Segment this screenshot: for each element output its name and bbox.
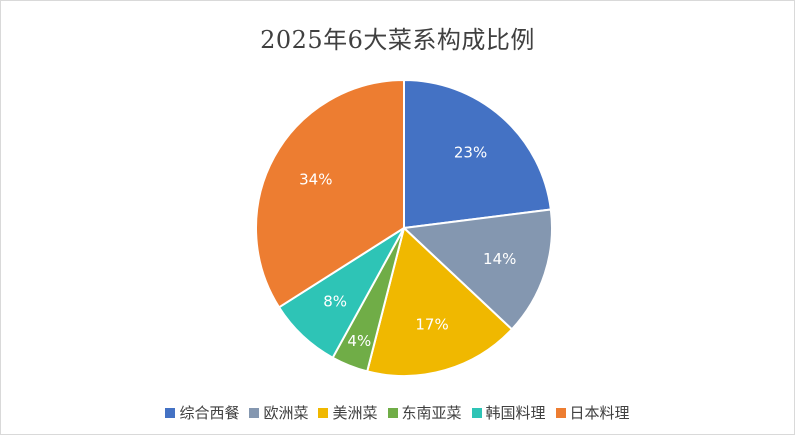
data-label: 4%: [347, 332, 371, 350]
data-label: 34%: [299, 171, 332, 189]
legend-label: 欧洲菜: [263, 404, 309, 422]
legend-item: 综合西餐: [165, 402, 239, 423]
legend-swatch: [471, 407, 482, 418]
data-label: 17%: [415, 316, 448, 334]
data-label: 23%: [454, 144, 487, 162]
legend-item: 韩国料理: [471, 402, 546, 423]
pie-slice: [255, 78, 405, 309]
legend-item: 欧洲菜: [249, 402, 308, 423]
legend-item: 美洲菜: [318, 402, 378, 423]
pie-slice: [401, 208, 553, 331]
legend-label: 综合西餐: [179, 404, 240, 422]
legend-label: 美洲菜: [332, 404, 378, 422]
chart-title: 2025年6大菜系构成比例: [260, 26, 535, 54]
legend-swatch: [387, 407, 398, 418]
legend-label: 韩国料理: [485, 404, 546, 422]
legend-swatch: [555, 407, 566, 418]
pie-slice: [403, 78, 552, 230]
legend-item: 东南亚菜: [387, 402, 462, 423]
data-label: 14%: [483, 250, 516, 268]
legend-swatch: [249, 407, 260, 418]
chart-legend: 综合西餐 欧洲菜 美洲菜 东南亚菜 韩国料理 日本料理: [0, 402, 795, 423]
legend-label: 东南亚菜: [401, 404, 462, 422]
legend-swatch: [318, 407, 329, 418]
legend-label: 日本料理: [569, 404, 630, 422]
data-label: 8%: [323, 292, 347, 310]
legend-swatch: [165, 407, 176, 418]
pie-slice: [365, 226, 514, 377]
legend-item: 日本料理: [555, 402, 630, 423]
